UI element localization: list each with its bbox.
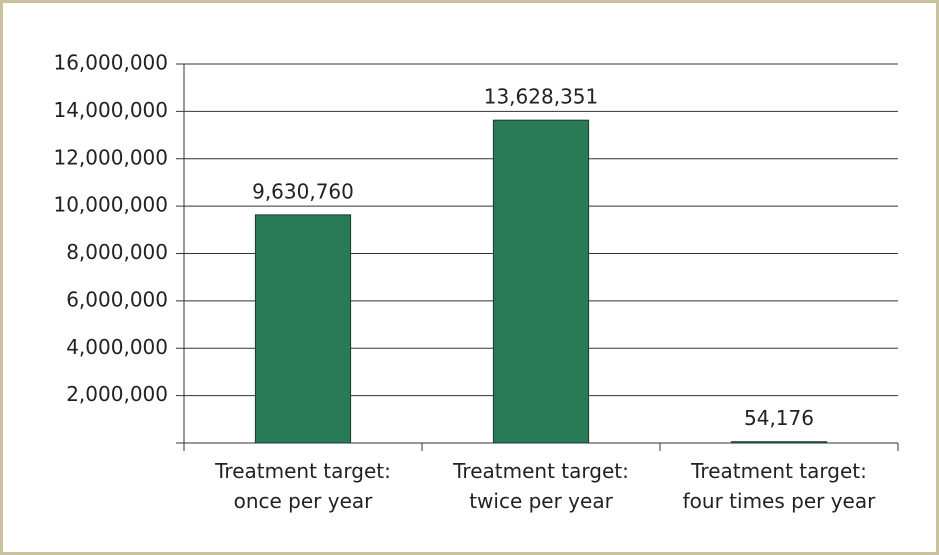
y-tick-label: 10,000,000 — [53, 193, 168, 217]
value-label: 13,628,351 — [484, 85, 599, 109]
y-tick-label: 2,000,000 — [66, 382, 168, 406]
bar — [254, 214, 352, 444]
y-tick-label: 6,000,000 — [66, 287, 168, 311]
x-tick-label: Treatment target: four times per year — [682, 459, 876, 513]
y-tick-label: 14,000,000 — [53, 98, 168, 122]
bar — [492, 119, 590, 444]
y-tick-label: 4,000,000 — [66, 335, 168, 359]
y-tick-label: 12,000,000 — [53, 145, 168, 169]
x-tick-label: Treatment target: once per year — [215, 459, 391, 513]
value-label: 54,176 — [744, 406, 814, 430]
y-tick-label: 8,000,000 — [66, 240, 168, 264]
bar — [730, 441, 828, 444]
y-tick-label: 16,000,000 — [53, 51, 168, 75]
value-label: 9,630,760 — [252, 179, 354, 203]
x-tick-label: Treatment target: twice per year — [453, 459, 629, 513]
